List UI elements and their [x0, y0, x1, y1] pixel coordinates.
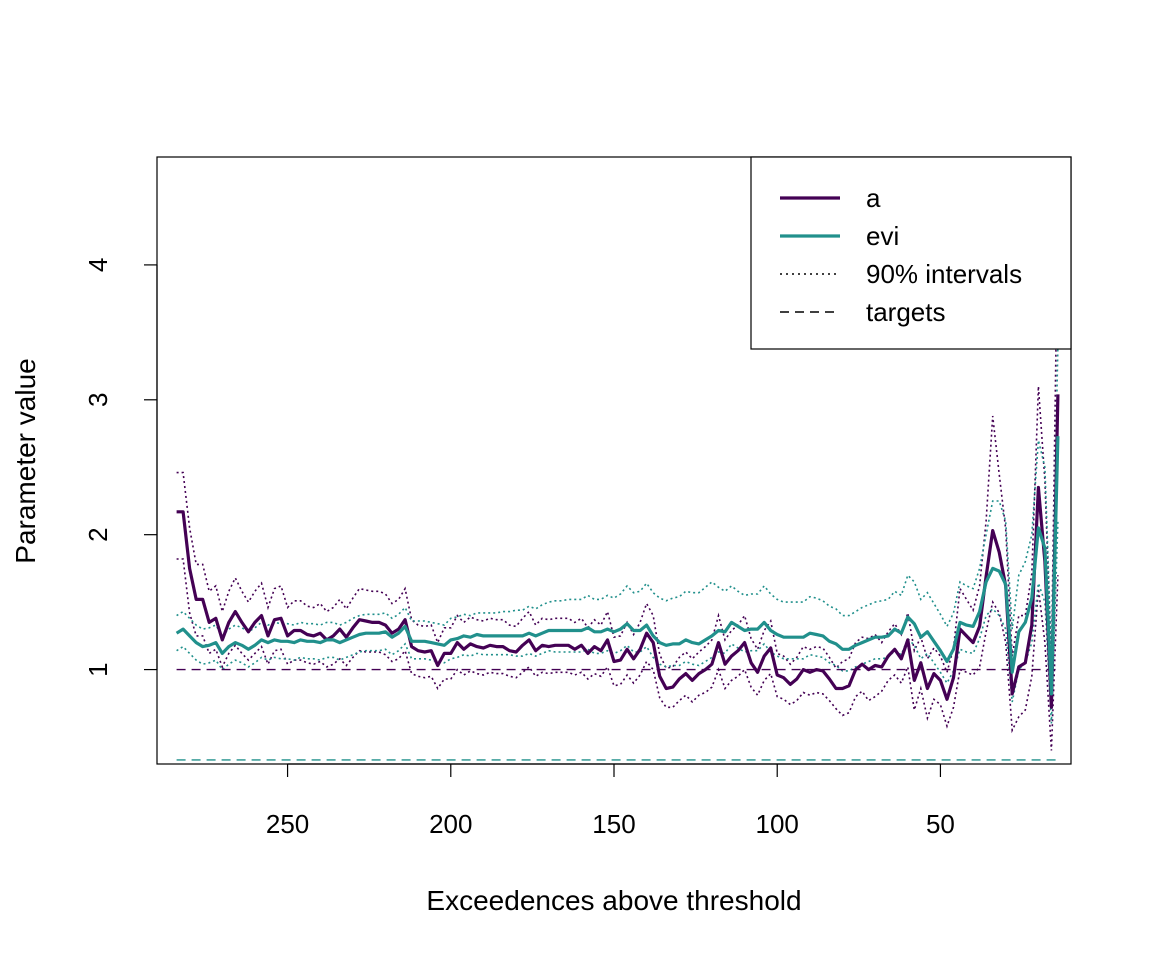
y-axis: 1 2 3 4: [83, 258, 158, 677]
interval-layer: [176, 213, 1059, 751]
x-tick-label: 250: [266, 809, 309, 839]
series-layer: [175, 394, 1060, 709]
y-tick-label: 1: [83, 662, 113, 676]
interval-upper-evi: [176, 345, 1059, 657]
legend-label-targets: targets: [866, 297, 946, 327]
legend: a evi 90% intervals targets: [750, 156, 1072, 350]
target-layer: [176, 668, 1058, 761]
legend-box: [750, 156, 1072, 350]
x-tick-label: 200: [429, 809, 472, 839]
interval-lower-evi: [176, 521, 1059, 724]
x-tick-label: 150: [592, 809, 635, 839]
x-axis-label: Exceedences above threshold: [426, 885, 801, 916]
x-axis: 250 200 150 100 50: [266, 763, 955, 839]
series-line-evi: [175, 436, 1060, 696]
y-tick-label: 4: [83, 258, 113, 272]
y-tick-label: 3: [83, 393, 113, 407]
y-axis-label: Parameter value: [10, 358, 41, 563]
y-tick-label: 2: [83, 527, 113, 541]
interval-lower-a: [176, 558, 1059, 751]
legend-label-evi: evi: [866, 221, 899, 251]
legend-label-90-intervals: 90% intervals: [866, 259, 1022, 289]
x-tick-label: 50: [926, 809, 955, 839]
legend-label-a: a: [866, 183, 881, 213]
x-tick-label: 100: [756, 809, 799, 839]
series-line-a: [176, 394, 1060, 709]
